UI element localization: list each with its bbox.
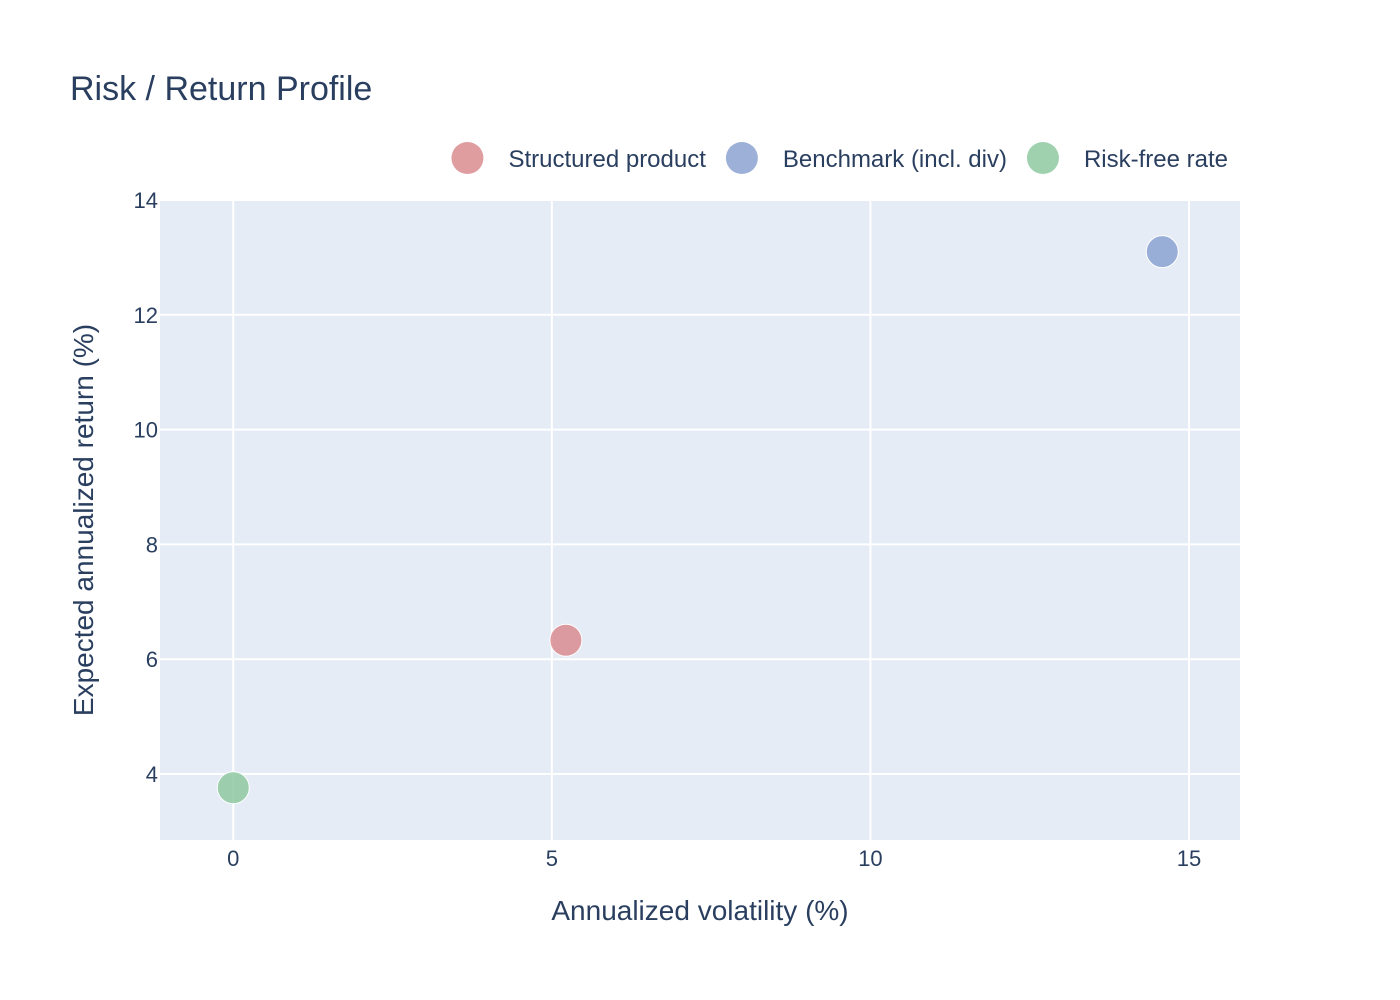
y-tick-label: 10: [134, 418, 158, 443]
chart-title: Risk / Return Profile: [70, 70, 372, 108]
y-axis-ticks: 4 6 8 10 12 14: [134, 188, 158, 787]
y-axis-label: Expected annualized return (%): [68, 324, 99, 716]
legend-marker: [725, 142, 758, 174]
scatter-point[interactable]: [549, 623, 583, 657]
x-tick-label: 15: [1177, 846, 1201, 871]
scatter-point[interactable]: [1145, 235, 1179, 269]
x-axis-label: Annualized volatility (%): [551, 895, 848, 926]
y-tick-label: 4: [146, 762, 158, 787]
legend-item[interactable]: Structured product: [451, 142, 706, 174]
legend-label: Benchmark (incl. div): [783, 146, 1007, 173]
y-tick-label: 8: [146, 532, 158, 557]
x-tick-label: 5: [546, 846, 558, 871]
legend[interactable]: Risk-free rate Benchmark (incl. div) Struc…: [451, 142, 1228, 174]
legend-label: Structured product: [508, 146, 706, 173]
plot-area: [160, 200, 1240, 840]
legend-item[interactable]: Benchmark (incl. div): [725, 142, 1007, 174]
legend-item[interactable]: Risk-free rate: [1026, 142, 1228, 174]
scatter-point[interactable]: [216, 771, 250, 805]
y-tick-label: 6: [146, 647, 158, 672]
grid-lines: [160, 199, 1240, 840]
y-tick-label: 12: [134, 303, 158, 328]
x-tick-label: 0: [227, 846, 239, 871]
legend-marker: [451, 142, 484, 174]
legend-marker: [1026, 142, 1059, 174]
x-tick-label: 10: [858, 846, 882, 871]
data-points: [216, 235, 1179, 805]
x-axis-ticks: 0 5 10 15: [227, 846, 1201, 871]
y-tick-label: 14: [134, 188, 158, 213]
legend-label: Risk-free rate: [1084, 146, 1228, 173]
